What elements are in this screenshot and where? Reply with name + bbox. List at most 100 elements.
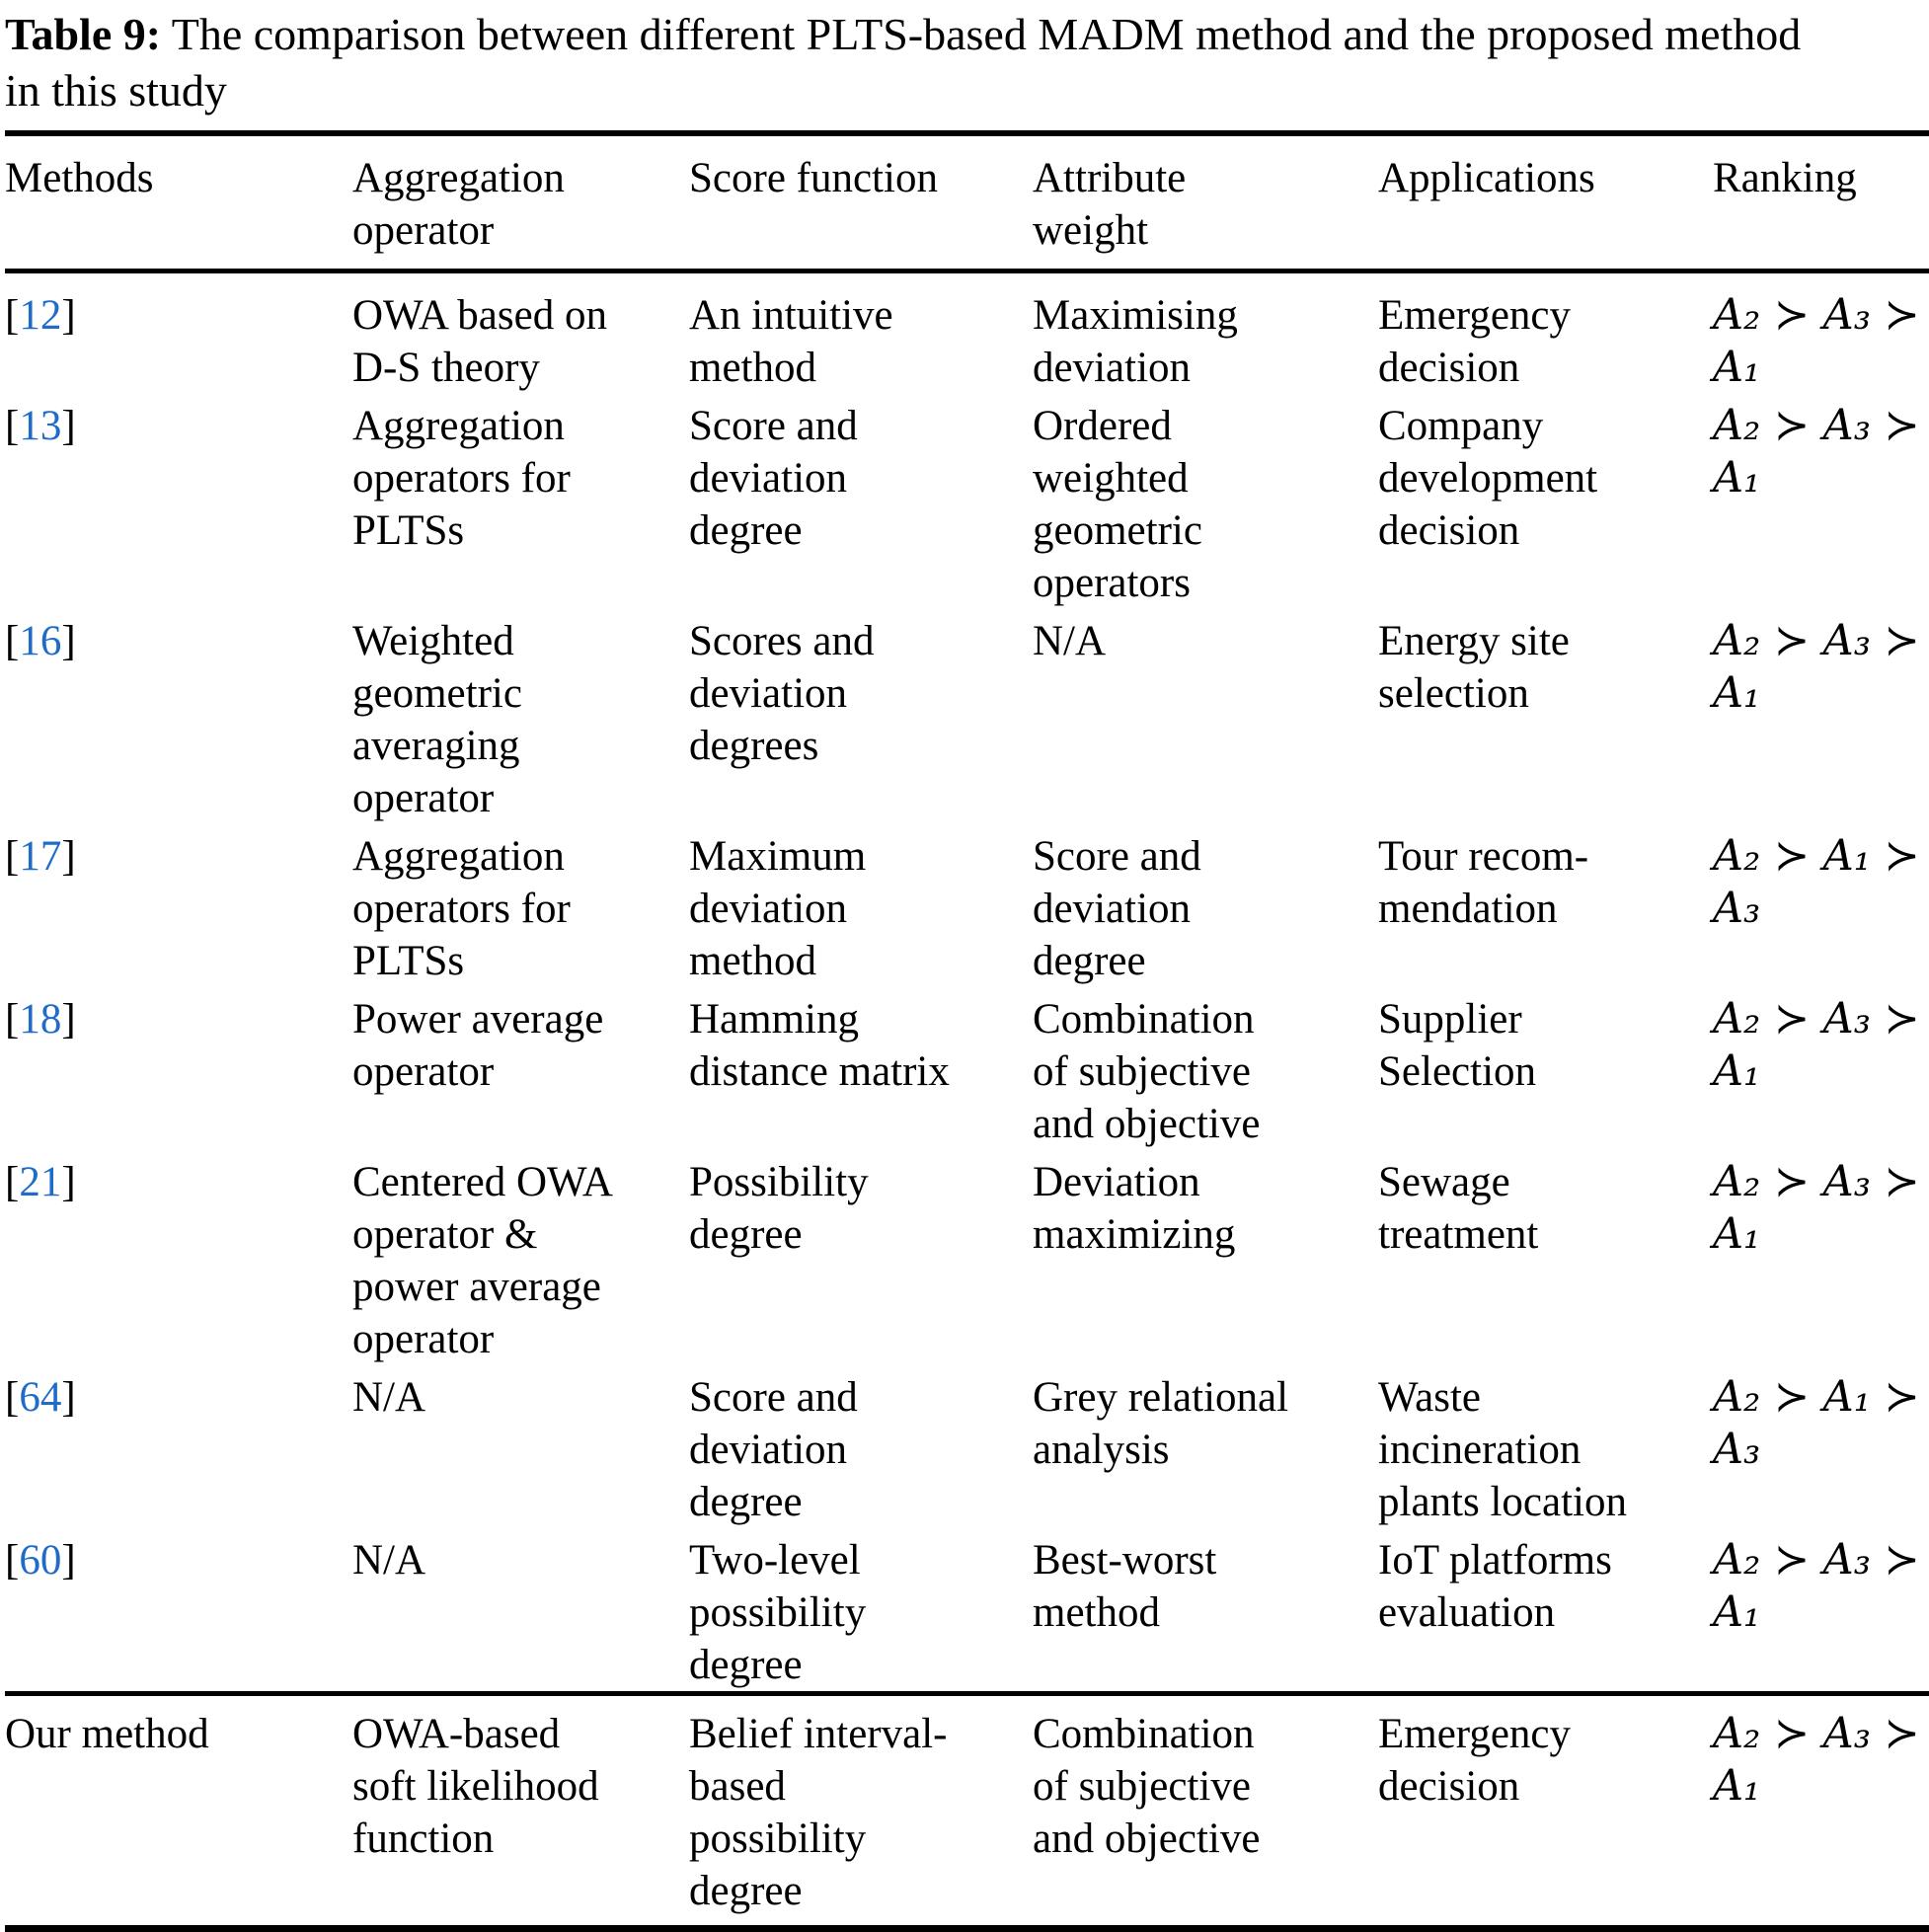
citation-bracket: [ (5, 1374, 20, 1421)
cell-aggregation-operator: Aggregation operators for PLTSs (352, 833, 571, 984)
cell-ranking: A₂ ≻ A₃ ≻ A₁ (1713, 1709, 1920, 1811)
citation-bracket: ] (61, 292, 76, 339)
citation-link-17[interactable]: 17 (19, 833, 62, 880)
cell-score-function: Belief interval-based possibility degree (689, 1711, 948, 1914)
citation-bracket: [ (5, 1159, 20, 1205)
citation-bracket: [ (5, 1537, 20, 1584)
table-header-row: Methods Aggregation operator Score funct… (5, 133, 1929, 271)
citation-bracket: [ (5, 833, 20, 880)
citation-link-16[interactable]: 16 (19, 618, 62, 664)
cell-score-function: Possibility degree (689, 1159, 869, 1258)
cell-aggregation-operator: N/A (352, 1537, 426, 1584)
cell-applications: Waste incineration plants location (1378, 1374, 1627, 1525)
citation-bracket: [ (5, 618, 20, 664)
cell-ranking: A₂ ≻ A₃ ≻ A₁ (1713, 1157, 1920, 1259)
table-row-our-method: Our method OWA-based soft likelihood fun… (5, 1693, 1929, 1929)
cell-method: [64] (5, 1365, 352, 1528)
cell-attribute-weight: Ordered weighted geometric operators (1033, 403, 1202, 606)
cell-aggregation-operator: N/A (352, 1374, 426, 1421)
table-row: [64] N/A Score and deviation degree Grey… (5, 1365, 1929, 1528)
citation-bracket: ] (61, 1374, 76, 1421)
cell-ranking: A₂ ≻ A₁ ≻ A₃ (1713, 1372, 1920, 1474)
column-header-attribute-weight: Attribute weight (1033, 155, 1187, 254)
cell-aggregation-operator: Centered OWA operator & power average op… (352, 1159, 611, 1362)
comparison-table: Methods Aggregation operator Score funct… (5, 130, 1929, 1932)
cell-method: [12] (5, 271, 352, 395)
citation-link-12[interactable]: 12 (19, 292, 62, 339)
cell-applications: Emergency decision (1378, 1711, 1572, 1810)
citation-bracket: ] (61, 1537, 76, 1584)
cell-score-function: Two-level possibility degree (689, 1537, 867, 1688)
cell-applications: Tour recom­mendation (1378, 833, 1589, 932)
citation-bracket: [ (5, 292, 20, 339)
cell-score-function: Hamming distance matrix (689, 996, 950, 1095)
citation-bracket: ] (61, 403, 76, 449)
cell-aggregation-operator: OWA based on D-S theory (352, 292, 607, 391)
cell-ranking: A₂ ≻ A₃ ≻ A₁ (1713, 290, 1920, 392)
cell-score-function: Scores and deviation degrees (689, 618, 875, 769)
citation-bracket: ] (61, 833, 76, 880)
table-row: [13] Aggregation operators for PLTSs Sco… (5, 394, 1929, 609)
table-row: [18] Power average operator Hamming dist… (5, 987, 1929, 1150)
cell-aggregation-operator: Weighted geometric averaging operator (352, 618, 522, 821)
table-row: [17] Aggregation operators for PLTSs Max… (5, 824, 1929, 987)
table-row: [12] OWA based on D-S theory An intuitiv… (5, 271, 1929, 395)
citation-bracket: ] (61, 996, 76, 1043)
table-caption-text: The comparison between different PLTS-ba… (5, 9, 1802, 116)
cell-attribute-weight: Combination of subjective and objective (1033, 1711, 1261, 1862)
table-row: [21] Centered OWA operator & power avera… (5, 1150, 1929, 1365)
citation-link-21[interactable]: 21 (19, 1159, 62, 1205)
cell-method: [16] (5, 609, 352, 824)
cell-aggregation-operator: Aggregation operators for PLTSs (352, 403, 571, 554)
column-header-methods: Methods (5, 155, 154, 201)
cell-ranking: A₂ ≻ A₁ ≻ A₃ (1713, 831, 1920, 933)
cell-attribute-weight: Deviation maximizing (1033, 1159, 1236, 1258)
citation-bracket: [ (5, 996, 20, 1043)
cell-attribute-weight: Maximising deviation (1033, 292, 1238, 391)
cell-ranking: A₂ ≻ A₃ ≻ A₁ (1713, 994, 1920, 1096)
citation-bracket: [ (5, 403, 20, 449)
cell-method: [21] (5, 1150, 352, 1365)
cell-method: [17] (5, 824, 352, 987)
column-header-score-function: Score function (689, 155, 938, 201)
cell-ranking: A₂ ≻ A₃ ≻ A₁ (1713, 401, 1920, 502)
cell-ranking: A₂ ≻ A₃ ≻ A₁ (1713, 1535, 1920, 1637)
cell-attribute-weight: N/A (1033, 618, 1107, 664)
cell-applications: IoT platforms evaluation (1378, 1537, 1612, 1636)
cell-attribute-weight: Best-worst method (1033, 1537, 1217, 1636)
cell-applications: Supplier Selection (1378, 996, 1537, 1095)
citation-link-13[interactable]: 13 (19, 403, 62, 449)
table-caption-label: Table 9: (5, 9, 162, 59)
table-body: [12] OWA based on D-S theory An intuitiv… (5, 271, 1929, 1694)
cell-applications: Emergency decision (1378, 292, 1572, 391)
cell-method: [18] (5, 987, 352, 1150)
cell-method: [60] (5, 1528, 352, 1694)
cell-applications: Sewage treatment (1378, 1159, 1539, 1258)
table-row: [16] Weighted geometric averaging operat… (5, 609, 1929, 824)
table-footer: Our method OWA-based soft likelihood fun… (5, 1693, 1929, 1929)
citation-bracket: ] (61, 618, 76, 664)
citation-link-60[interactable]: 60 (19, 1537, 62, 1584)
cell-ranking: A₂ ≻ A₃ ≻ A₁ (1713, 616, 1920, 718)
cell-aggregation-operator: OWA-based soft likelihood function (352, 1711, 599, 1862)
cell-attribute-weight: Grey relational analysis (1033, 1374, 1289, 1473)
cell-method: [13] (5, 394, 352, 609)
table-row: [60] N/A Two-level possibility degree Be… (5, 1528, 1929, 1694)
citation-link-18[interactable]: 18 (19, 996, 62, 1043)
citation-link-64[interactable]: 64 (19, 1374, 62, 1421)
citation-bracket: ] (61, 1159, 76, 1205)
cell-method: Our method (5, 1711, 209, 1757)
cell-attribute-weight: Score and deviation degree (1033, 833, 1201, 984)
column-header-ranking: Ranking (1713, 155, 1857, 201)
cell-score-function: Score and deviation degree (689, 403, 858, 554)
table-caption: Table 9: The comparison between differen… (5, 6, 1925, 118)
cell-applications: Energy site selection (1378, 618, 1570, 717)
cell-score-function: Maximum deviation method (689, 833, 867, 984)
cell-attribute-weight: Combination of subjective and objective (1033, 996, 1261, 1147)
cell-applications: Company development decision (1378, 403, 1598, 554)
cell-aggregation-operator: Power average operator (352, 996, 604, 1095)
column-header-aggregation-operator: Aggregation operator (352, 155, 565, 254)
cell-score-function: An intuitive method (689, 292, 893, 391)
cell-score-function: Score and deviation degree (689, 1374, 858, 1525)
